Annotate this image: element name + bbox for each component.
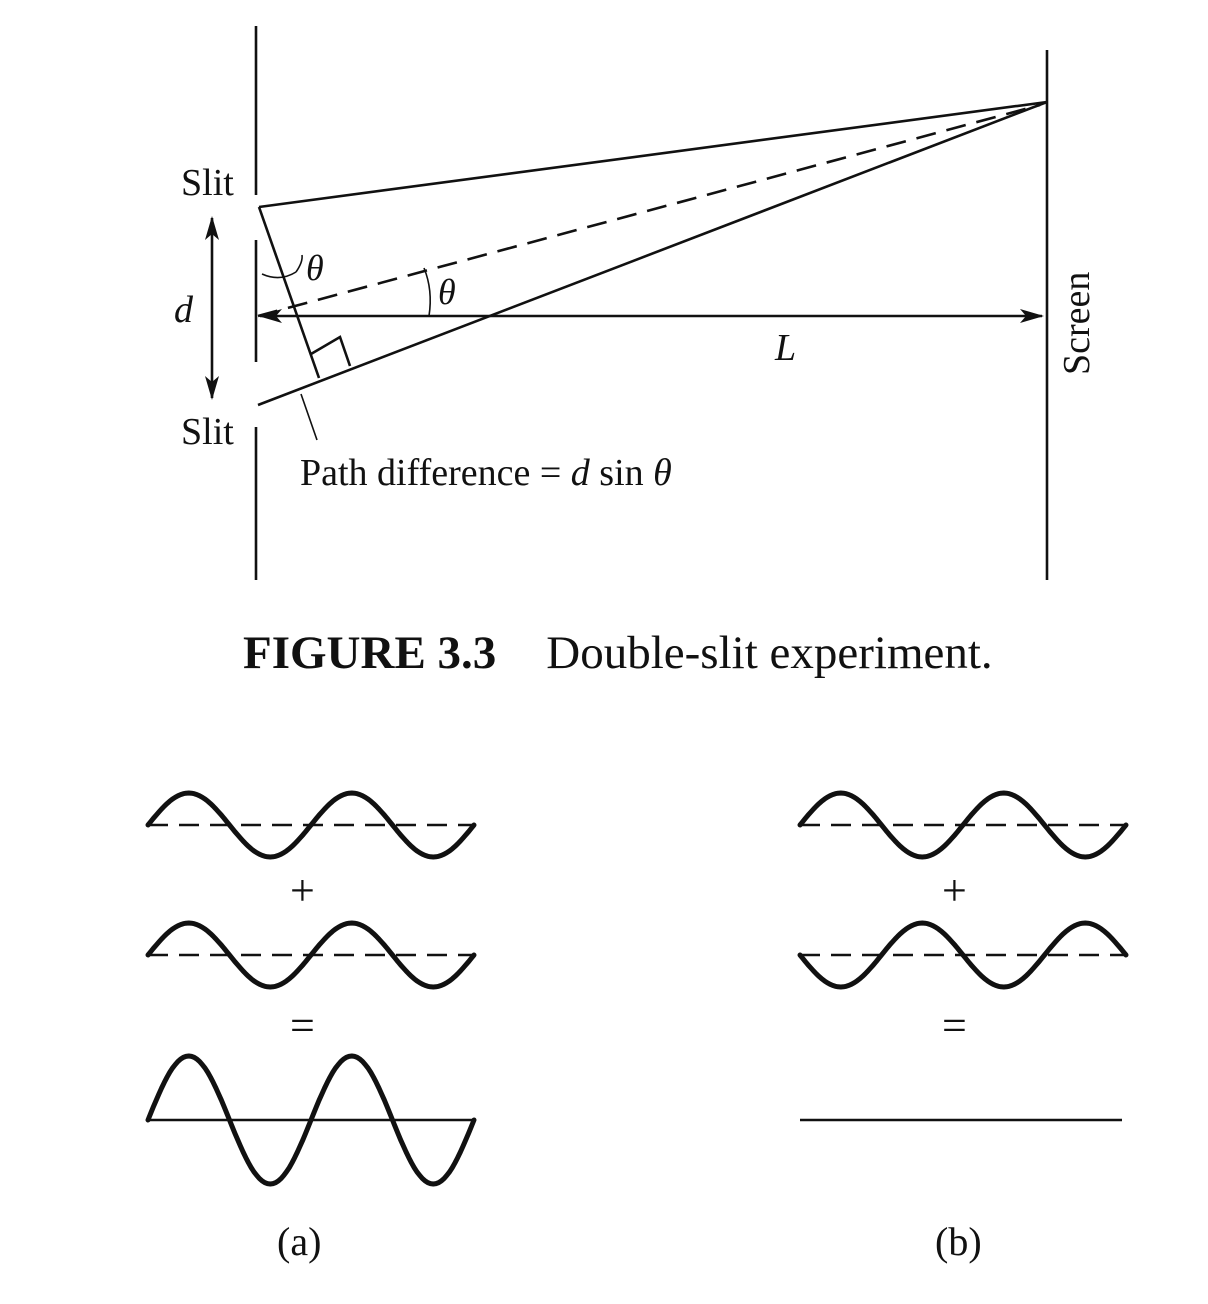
wave-b2 (797, 920, 1129, 990)
L-label: L (774, 327, 796, 369)
wave-b1 (797, 790, 1129, 860)
slit-top-label: Slit (181, 162, 234, 204)
wave-a-sum (145, 1053, 477, 1187)
screen-label: Screen (1056, 272, 1098, 375)
theta-center-arc (423, 267, 431, 317)
perpendicular-line (257, 206, 321, 379)
d-label: d (174, 289, 194, 331)
ray-from-top-slit (258, 100, 1048, 209)
caption-text: Double-slit experiment. (546, 627, 992, 679)
label-a: (a) (277, 1219, 321, 1264)
path-difference-label: Path difference = d sin θ (300, 452, 672, 494)
label-b: (b) (935, 1219, 982, 1264)
theta-left-arc (261, 271, 297, 279)
right-angle-marker (310, 335, 352, 367)
path-difference-theta: θ (653, 452, 672, 494)
center-dashed-ray (257, 103, 1041, 318)
path-difference-d: d (571, 452, 591, 494)
theta-center-label: θ (438, 272, 456, 312)
figure-caption: FIGURE 3.3 Double-slit experiment. (243, 627, 993, 679)
equals-sign-a: = (290, 1001, 315, 1050)
wave-a2 (145, 920, 477, 990)
plus-sign-a: + (290, 866, 315, 915)
path-difference-leader (300, 393, 318, 441)
caption-number: FIGURE 3.3 (243, 627, 496, 679)
theta-left-arc-tail (295, 254, 303, 273)
plus-sign-b: + (942, 866, 967, 915)
slit-bottom-label: Slit (181, 411, 234, 453)
wave-a1 (145, 790, 477, 860)
equals-sign-b: = (942, 1001, 967, 1050)
theta-left-label: θ (306, 248, 324, 288)
path-difference-prefix: Path difference = (300, 452, 571, 494)
ray-from-bottom-slit (257, 100, 1048, 407)
path-difference-sin: sin (590, 452, 653, 494)
